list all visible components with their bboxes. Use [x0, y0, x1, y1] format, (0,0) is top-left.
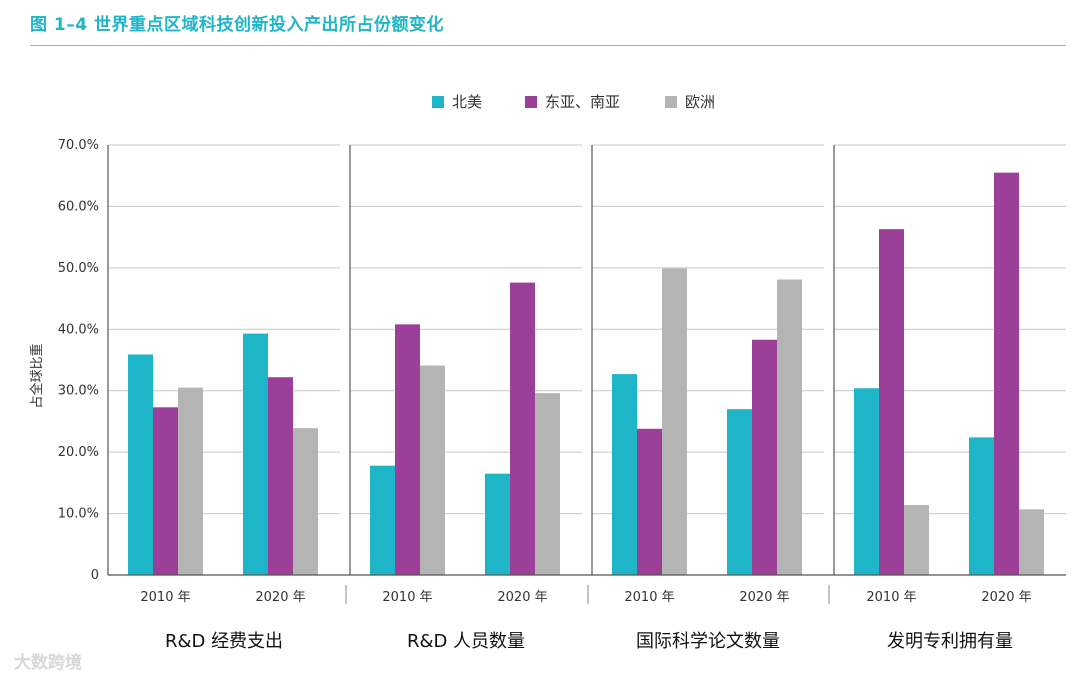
bar [904, 504, 929, 575]
x-tick-label: 2010 年 [382, 590, 432, 605]
watermark-logo: 大数跨境 [14, 653, 82, 673]
figure-title: 图 1–4 世界重点区域科技创新投入产出所占份额变化 [30, 15, 444, 35]
legend-label: 东亚、南亚 [545, 93, 620, 111]
x-tick-label: 2010 年 [866, 590, 916, 605]
bar [128, 354, 153, 575]
bar [637, 428, 662, 575]
legend-swatch [665, 96, 677, 108]
bar [153, 407, 178, 575]
bar [752, 339, 777, 575]
panel-title: 国际科学论文数量 [636, 631, 780, 652]
legend-label: 北美 [452, 93, 482, 111]
bar [485, 473, 510, 575]
x-tick-label: 2010 年 [140, 590, 190, 605]
y-axis-label: 占全球比重 [29, 343, 45, 408]
legend-swatch [432, 96, 444, 108]
panel-title: 发明专利拥有量 [887, 631, 1013, 652]
y-tick-label: 20.0% [58, 445, 99, 460]
bar [178, 387, 203, 575]
bar [510, 282, 535, 575]
x-tick-label: 2020 年 [981, 590, 1031, 605]
bar [777, 279, 802, 575]
bar [420, 365, 445, 575]
y-tick-label: 30.0% [58, 384, 99, 399]
bar [727, 409, 752, 575]
bar [879, 229, 904, 575]
bar [268, 377, 293, 575]
bar [243, 333, 268, 575]
bar [994, 172, 1019, 575]
panel-title: R&D 经费支出 [165, 631, 283, 652]
y-tick-label: 70.0% [58, 138, 99, 153]
y-tick-label: 0 [91, 568, 99, 583]
bar [535, 393, 560, 575]
x-tick-label: 2020 年 [255, 590, 305, 605]
x-tick-label: 2020 年 [497, 590, 547, 605]
bar [395, 324, 420, 575]
title-divider [30, 45, 1066, 46]
legend-swatch [525, 96, 537, 108]
x-tick-label: 2010 年 [624, 590, 674, 605]
y-tick-label: 60.0% [58, 199, 99, 214]
bar [969, 437, 994, 575]
bar [293, 428, 318, 575]
bar [370, 465, 395, 575]
bar [1019, 509, 1044, 575]
bar [854, 388, 879, 575]
panel-title: R&D 人员数量 [407, 631, 525, 652]
y-tick-label: 40.0% [58, 322, 99, 337]
bar [612, 374, 637, 575]
x-tick-label: 2020 年 [739, 590, 789, 605]
y-tick-label: 50.0% [58, 261, 99, 276]
y-tick-label: 10.0% [58, 507, 99, 522]
legend-label: 欧洲 [685, 93, 715, 111]
bar [662, 268, 687, 575]
